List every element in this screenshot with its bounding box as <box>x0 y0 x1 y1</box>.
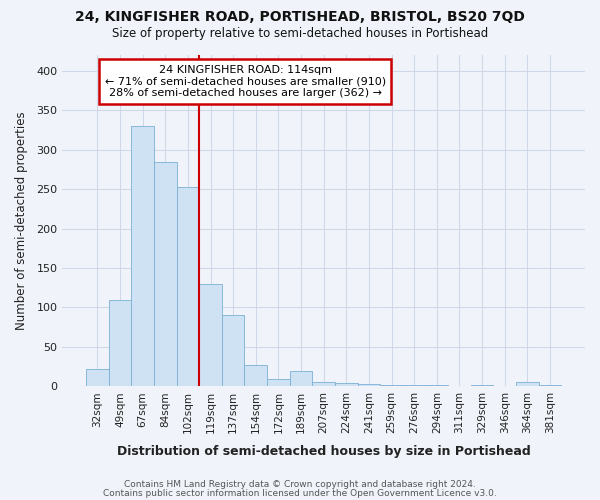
Bar <box>176 187 199 386</box>
Bar <box>539 385 561 386</box>
Text: Contains HM Land Registry data © Crown copyright and database right 2024.: Contains HM Land Registry data © Crown c… <box>124 480 476 489</box>
Bar <box>335 383 358 386</box>
Bar <box>516 382 539 386</box>
Bar <box>380 385 403 386</box>
Bar <box>244 365 267 386</box>
Text: 24 KINGFISHER ROAD: 114sqm
← 71% of semi-detached houses are smaller (910)
28% o: 24 KINGFISHER ROAD: 114sqm ← 71% of semi… <box>104 65 386 98</box>
Bar <box>199 284 222 386</box>
Bar <box>403 385 425 386</box>
Text: Size of property relative to semi-detached houses in Portishead: Size of property relative to semi-detach… <box>112 28 488 40</box>
Bar <box>86 369 109 386</box>
Text: Contains public sector information licensed under the Open Government Licence v3: Contains public sector information licen… <box>103 488 497 498</box>
Bar <box>131 126 154 386</box>
Bar <box>290 370 313 386</box>
Bar <box>109 300 131 386</box>
Y-axis label: Number of semi-detached properties: Number of semi-detached properties <box>15 112 28 330</box>
Bar <box>222 316 244 386</box>
Bar <box>358 384 380 386</box>
Bar <box>425 385 448 386</box>
Bar <box>267 380 290 386</box>
Bar <box>154 162 176 386</box>
X-axis label: Distribution of semi-detached houses by size in Portishead: Distribution of semi-detached houses by … <box>117 444 530 458</box>
Bar <box>471 385 493 386</box>
Text: 24, KINGFISHER ROAD, PORTISHEAD, BRISTOL, BS20 7QD: 24, KINGFISHER ROAD, PORTISHEAD, BRISTOL… <box>75 10 525 24</box>
Bar <box>313 382 335 386</box>
